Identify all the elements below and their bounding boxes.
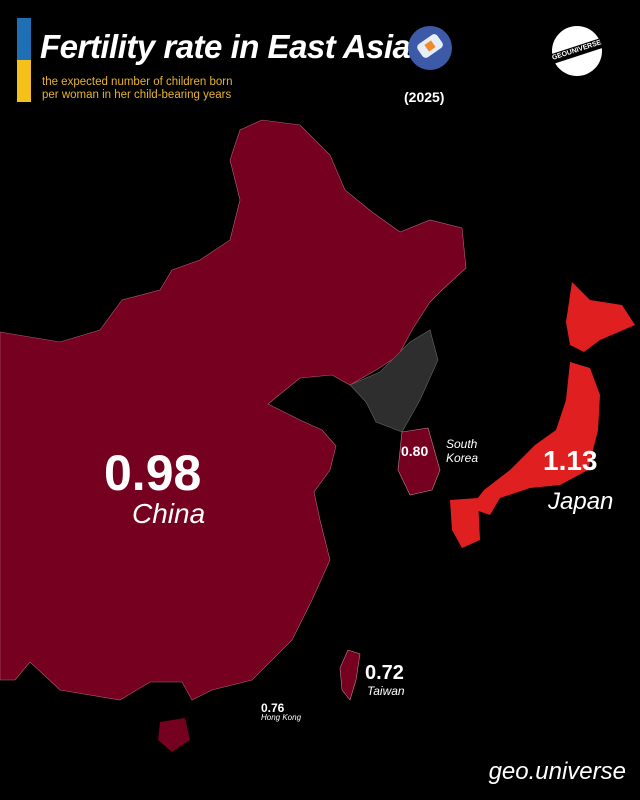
- japan-label: Japan: [548, 488, 614, 515]
- south-korea-label: South Korea: [446, 437, 478, 465]
- accent-bar-yellow: [17, 60, 31, 102]
- taiwan-label: Taiwan: [367, 684, 405, 698]
- china-label: China: [132, 498, 206, 529]
- page-title: Fertility rate in East Asia: [40, 28, 411, 65]
- footer-handle: geo.universe: [488, 758, 626, 785]
- china-value: 0.98: [104, 445, 202, 501]
- south-korea-label-line-1: South: [446, 437, 478, 451]
- year-label: (2025): [404, 89, 445, 105]
- south-korea-label-line-2: Korea: [446, 451, 479, 465]
- south-korea-value: 0.80: [401, 443, 429, 459]
- region-taiwan: [339, 649, 361, 701]
- taiwan-value: 0.72: [365, 662, 404, 684]
- accent-bar-blue: [17, 18, 31, 60]
- subtitle: the expected number of children born per…: [42, 76, 233, 102]
- subtitle-line-1: the expected number of children born: [42, 76, 233, 88]
- region-south-korea: [397, 427, 441, 496]
- hong-kong-value: 0.76: [261, 701, 285, 715]
- region-north-korea: [349, 329, 439, 433]
- subtitle-line-2: per woman in her child-bearing years: [42, 89, 232, 101]
- region-japan: [450, 282, 635, 548]
- hong-kong-label: Hong Kong: [261, 713, 302, 722]
- geouniverse-logo: GEOUNIVERSE: [547, 26, 607, 76]
- region-china: [0, 119, 467, 701]
- region-hainan: [158, 718, 190, 752]
- pregnancy-test-icon: [408, 26, 452, 70]
- japan-value: 1.13: [543, 445, 598, 476]
